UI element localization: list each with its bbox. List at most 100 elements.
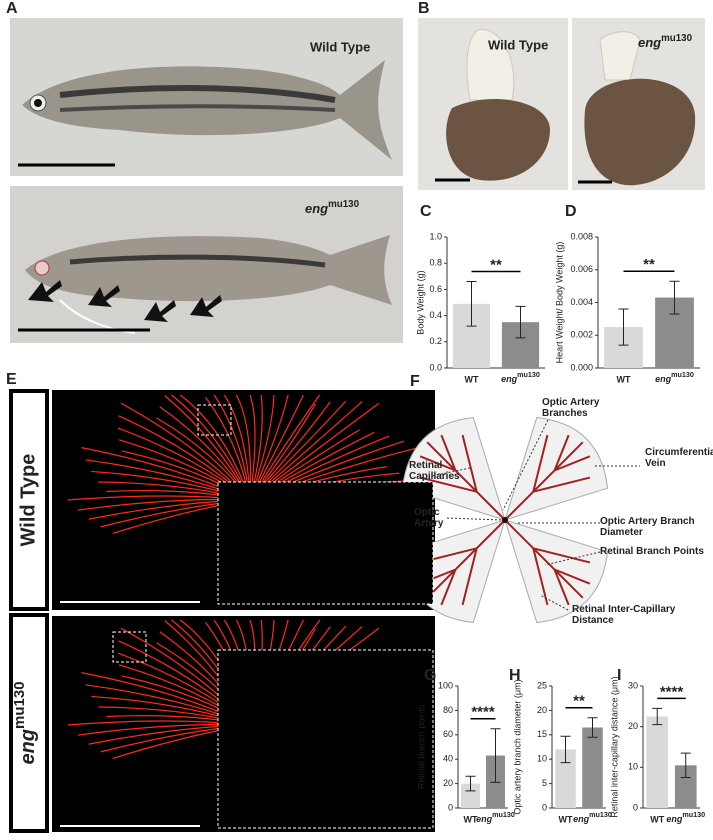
inset-source: [112, 631, 147, 663]
panel-letter: A: [6, 0, 18, 17]
diagram-label: Retinal Branch Points: [600, 546, 704, 557]
photo-label: engmu130: [305, 199, 360, 216]
petal: [504, 416, 609, 521]
y-tick-label: 0: [633, 802, 638, 812]
y-tick-label: 0.006: [570, 264, 593, 274]
y-tick-label: 0.002: [570, 330, 593, 340]
bar: [674, 765, 697, 808]
error-bar: [587, 717, 598, 738]
diagram-label: Optic Artery Branch Diameter: [600, 516, 695, 538]
error-bar: [465, 775, 476, 792]
panel-letter: B: [418, 0, 430, 17]
fish: [22, 60, 392, 160]
photo-label: Wild Type: [310, 39, 370, 54]
diagram-label: Circumferential Vein: [645, 447, 713, 469]
photo-label: engmu130: [638, 33, 693, 50]
row-label-box: [9, 389, 49, 611]
y-tick-label: 20: [537, 705, 547, 715]
diagram-label: Optic Artery Branches: [542, 397, 600, 419]
significance: **: [573, 693, 585, 710]
y-tick-label: 0.2: [429, 336, 442, 346]
row-label-box: [9, 613, 49, 833]
arrows: [28, 280, 222, 322]
error-bar: [515, 305, 526, 339]
x-tick-label: engmu130: [573, 810, 612, 824]
panel-letter: C: [420, 203, 432, 220]
photo-label: Wild Type: [488, 37, 548, 52]
bar: [555, 749, 576, 808]
y-tick-label: 40: [443, 754, 453, 764]
vessel: [419, 434, 506, 521]
y-tick-label: 10: [628, 762, 638, 772]
significance: **: [490, 257, 502, 274]
bar: [582, 727, 603, 808]
eye: [34, 260, 50, 276]
bar: [646, 716, 669, 808]
y-tick-label: 10: [537, 754, 547, 764]
y-tick-label: 0: [448, 802, 453, 812]
vessel: [504, 434, 591, 521]
panel-letter: G: [424, 667, 436, 684]
panel-letter: D: [565, 203, 577, 220]
vessel: [419, 519, 506, 606]
error-bar: [669, 280, 680, 315]
x-tick-label: WT: [465, 374, 479, 384]
x-tick-label: engmu130: [655, 370, 694, 384]
x-tick-label: engmu130: [501, 370, 540, 384]
inset-source: [197, 404, 232, 436]
diagram-label: Retinal Inter-Capillary Distance: [572, 604, 676, 626]
x-tick-label: WT: [464, 814, 478, 824]
significance: ****: [471, 704, 495, 721]
fin-filament: [59, 299, 136, 334]
y-tick-label: 0.8: [429, 258, 442, 268]
y-tick-label: 0: [542, 802, 547, 812]
x-tick-label: WT: [559, 814, 573, 824]
error-bar: [618, 308, 629, 346]
y-axis-label: Retinal branch points: [416, 704, 426, 789]
y-tick-label: 0.0: [429, 362, 442, 372]
x-tick-label: engmu130: [666, 810, 705, 824]
x-tick-label: engmu130: [476, 810, 515, 824]
stripe: [69, 254, 326, 268]
outflow-tract: [599, 31, 641, 81]
panel-letter: F: [410, 373, 420, 390]
diagram-label: Retinal Capillaries: [409, 460, 460, 482]
y-tick-label: 60: [443, 729, 453, 739]
diagram-label: Optic Artery: [414, 507, 444, 529]
row-label: engmu130: [11, 681, 39, 764]
y-axis-label: Retinal inter-capillary distance (μm): [609, 676, 619, 817]
y-tick-label: 30: [628, 680, 638, 690]
y-tick-label: 15: [537, 729, 547, 739]
y-axis-label: Optic artery branch diameter (μm): [512, 679, 522, 814]
pupil: [34, 99, 42, 107]
panel-letter: E: [6, 371, 17, 388]
y-tick-label: 20: [628, 721, 638, 731]
significance: ****: [660, 683, 684, 700]
x-tick-label: WT: [650, 814, 664, 824]
stripe: [59, 85, 336, 103]
panel-letter: H: [509, 667, 521, 684]
heart: [584, 78, 696, 186]
leader-lines: [431, 419, 640, 611]
error-bar: [466, 281, 477, 327]
outflow-tract: [466, 29, 515, 101]
y-tick-label: 0.6: [429, 284, 442, 294]
vessel: [504, 519, 591, 606]
bar: [461, 783, 480, 808]
significance: **: [643, 256, 655, 273]
y-tick-label: 25: [537, 680, 547, 690]
y-axis-label: Heart Weight/ Body Weight (g): [554, 242, 564, 364]
y-tick-label: 20: [443, 778, 453, 788]
panel-letter: I: [617, 667, 621, 684]
y-tick-label: 5: [542, 778, 547, 788]
y-tick-label: 0.000: [570, 362, 593, 372]
inset: [217, 481, 434, 605]
heart: [446, 99, 550, 181]
center: [502, 517, 508, 523]
inset: [217, 649, 434, 829]
y-tick-label: 100: [438, 680, 453, 690]
error-bar: [560, 735, 571, 764]
error-bar: [652, 707, 663, 726]
